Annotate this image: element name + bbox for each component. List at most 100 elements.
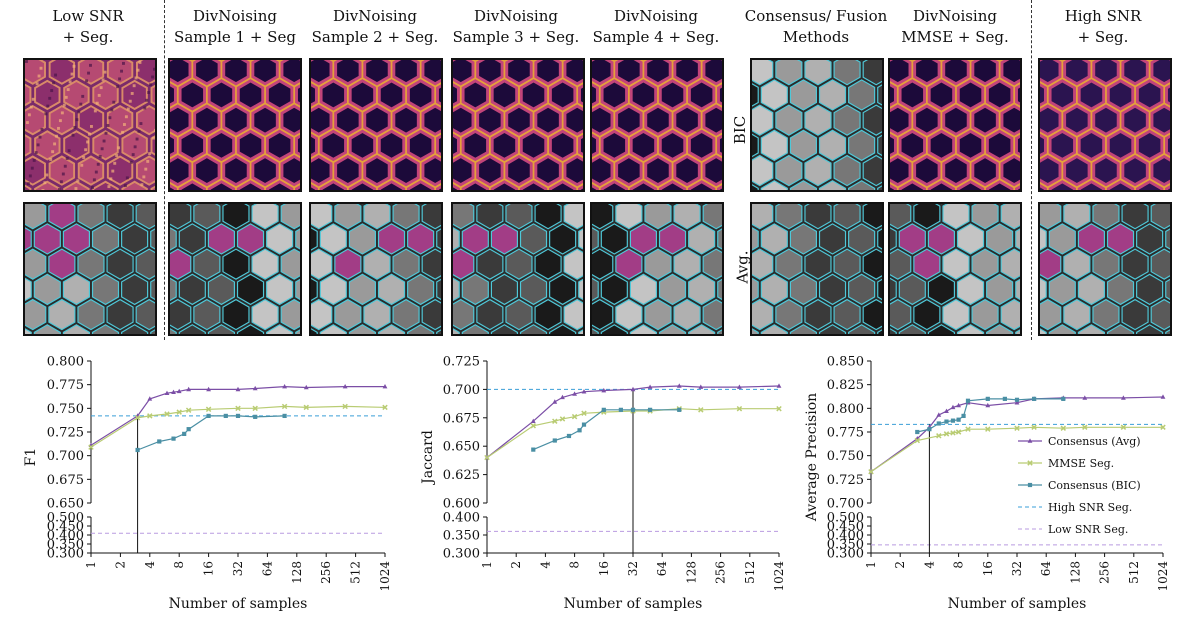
chart-3: 0.700 0.725 0.750 0.775 0.800 0.825 0.850 0.300… <box>804 355 1170 613</box>
x-tick-label: 512 <box>349 561 363 584</box>
data-point <box>936 412 942 417</box>
column-title: DivNoising Sample 1 + Seg <box>174 7 296 46</box>
x-tick-label: 64 <box>260 561 274 577</box>
chart-legend: Consensus (Avg) MMSE Seg. Consensus (BIC) H… <box>1018 435 1141 536</box>
data-point <box>176 388 182 394</box>
data-point <box>147 396 153 401</box>
data-point <box>737 384 742 389</box>
column-title: Low SNR + Seg. <box>52 7 124 46</box>
data-point <box>484 454 490 461</box>
data-point <box>647 384 653 389</box>
legend-label: MMSE Seg. <box>1048 457 1114 470</box>
y-tick-label: 0.775 <box>827 426 864 441</box>
data-point <box>530 423 537 429</box>
column-title: DivNoising Sample 4 + Seg. <box>592 7 720 46</box>
data-point <box>206 413 211 419</box>
data-point <box>868 469 874 475</box>
x-tick-label: 8 <box>568 561 582 569</box>
x-tick-label: 512 <box>743 561 757 584</box>
y-tick-label: 0.650 <box>47 497 84 512</box>
data-point <box>382 404 388 411</box>
data-point <box>985 402 991 408</box>
y-axis-label: Jaccard <box>420 430 436 486</box>
y-tick-label: 0.450 <box>47 520 84 535</box>
denoised-image <box>590 58 724 192</box>
data-point <box>171 436 176 441</box>
legend-label: High SNR Seg. <box>1048 501 1132 514</box>
data-point <box>1120 424 1127 430</box>
data-point <box>955 429 962 435</box>
chart-1: 0.650 0.675 0.700 0.725 0.750 0.775 0.800 0.300… <box>23 355 392 613</box>
y-tick-label: 0.400 <box>47 529 84 544</box>
column-title: High SNR + Seg. <box>1064 7 1142 46</box>
data-point <box>1027 460 1033 466</box>
data-point <box>135 447 140 453</box>
data-point <box>235 405 241 412</box>
data-point <box>776 405 782 412</box>
data-point <box>223 413 228 419</box>
data-point <box>915 429 920 435</box>
series-line-bic <box>137 415 285 451</box>
data-point <box>253 414 258 419</box>
data-point <box>914 437 921 444</box>
data-point <box>235 386 241 392</box>
data-point <box>176 409 182 415</box>
denoised-image <box>451 58 585 192</box>
x-tick-label: 16 <box>597 561 611 576</box>
y-tick-label: 0.725 <box>827 473 864 488</box>
x-tick-label: 512 <box>1127 561 1141 584</box>
data-point <box>944 408 949 413</box>
x-tick-label: 16 <box>981 561 995 576</box>
data-point <box>1031 396 1037 401</box>
denoised-image <box>888 58 1022 192</box>
data-point <box>531 447 536 452</box>
y-axis-label: F1 <box>23 448 39 467</box>
data-point <box>282 413 287 419</box>
data-point <box>943 431 950 437</box>
y-tick-label: 0.300 <box>827 547 864 562</box>
data-point <box>342 383 348 389</box>
data-point <box>936 421 941 426</box>
segmentation-image <box>750 58 884 192</box>
y-tick-label: 0.350 <box>47 538 84 553</box>
data-point <box>630 407 636 412</box>
data-point <box>985 426 991 432</box>
data-point <box>303 404 309 411</box>
data-point <box>601 407 606 412</box>
y-tick-label: 0.500 <box>827 511 864 526</box>
series-line-bic <box>533 409 680 451</box>
data-point <box>950 430 956 436</box>
legend-label: Low SNR Seg. <box>1048 523 1128 536</box>
segmentation-image <box>750 202 884 336</box>
x-tick-label: 128 <box>1068 561 1082 584</box>
data-point <box>950 418 956 423</box>
data-point <box>186 386 192 392</box>
y-tick-label: 0.850 <box>827 355 864 370</box>
y-tick-label: 0.400 <box>443 511 480 526</box>
y-tick-label: 0.725 <box>443 355 480 370</box>
y-tick-label: 0.300 <box>47 547 84 562</box>
data-point <box>1082 424 1088 430</box>
data-point <box>1031 424 1037 430</box>
x-tick-label: 1024 <box>1156 561 1170 592</box>
x-tick-label: 32 <box>1010 561 1024 576</box>
x-axis-label: Number of samples <box>948 596 1087 612</box>
x-tick-label: 1 <box>84 561 98 569</box>
segmentation-image <box>1038 202 1172 336</box>
data-point <box>186 427 191 432</box>
data-point <box>950 404 956 410</box>
data-point <box>936 433 942 439</box>
data-point <box>618 407 623 412</box>
data-point <box>1082 395 1088 400</box>
y-tick-label: 0.800 <box>47 355 84 370</box>
x-tick-label: 1024 <box>772 561 786 592</box>
data-point <box>581 422 587 427</box>
data-point <box>134 415 141 421</box>
y-tick-label: 0.725 <box>47 426 84 441</box>
denoised-image <box>1038 58 1172 192</box>
y-tick-label: 0.650 <box>443 440 480 455</box>
data-point <box>965 426 971 432</box>
x-tick-label: 64 <box>1039 561 1053 577</box>
x-tick-label: 4 <box>143 561 157 569</box>
data-point <box>961 413 966 419</box>
